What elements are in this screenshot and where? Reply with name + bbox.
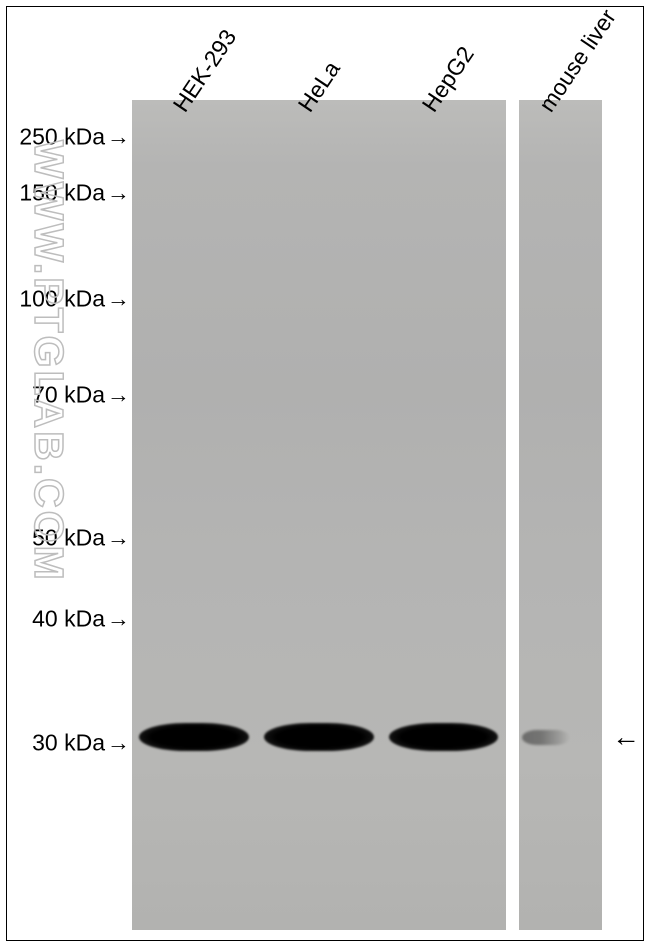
- blot-area: [132, 100, 602, 930]
- marker-label: 40 kDa→: [32, 605, 130, 632]
- lane-lane2: [257, 100, 382, 930]
- lane-membrane-bg: [519, 100, 602, 930]
- arrow-right-icon: →: [107, 730, 130, 756]
- watermark: WWW.PTGLAB.COM: [25, 140, 72, 583]
- arrow-right-icon: →: [107, 286, 130, 312]
- arrow-right-icon: →: [107, 124, 130, 150]
- band: [522, 730, 570, 745]
- marker-text: 30 kDa: [32, 730, 105, 756]
- lane-membrane-bg: [381, 100, 506, 930]
- marker-text: 40 kDa: [32, 605, 105, 631]
- lane-lane1: [132, 100, 257, 930]
- lane-membrane-bg: [132, 100, 257, 930]
- arrow-right-icon: →: [107, 525, 130, 551]
- band: [389, 723, 499, 751]
- band: [264, 723, 374, 751]
- marker-label: 30 kDa→: [32, 730, 130, 757]
- arrow-right-icon: →: [107, 381, 130, 407]
- target-band-arrow: ←: [612, 721, 640, 753]
- arrow-right-icon: →: [107, 605, 130, 631]
- lane-membrane-bg: [257, 100, 382, 930]
- lane-gap-bg: [506, 100, 519, 930]
- arrow-right-icon: →: [107, 179, 130, 205]
- lane-gap: [506, 100, 519, 930]
- western-blot-figure: 250 kDa→150 kDa→100 kDa→70 kDa→50 kDa→40…: [0, 0, 650, 947]
- lane-lane3: [381, 100, 506, 930]
- band: [139, 723, 249, 751]
- lane-lane4: [519, 100, 602, 930]
- watermark-text: WWW.PTGLAB.COM: [26, 140, 72, 583]
